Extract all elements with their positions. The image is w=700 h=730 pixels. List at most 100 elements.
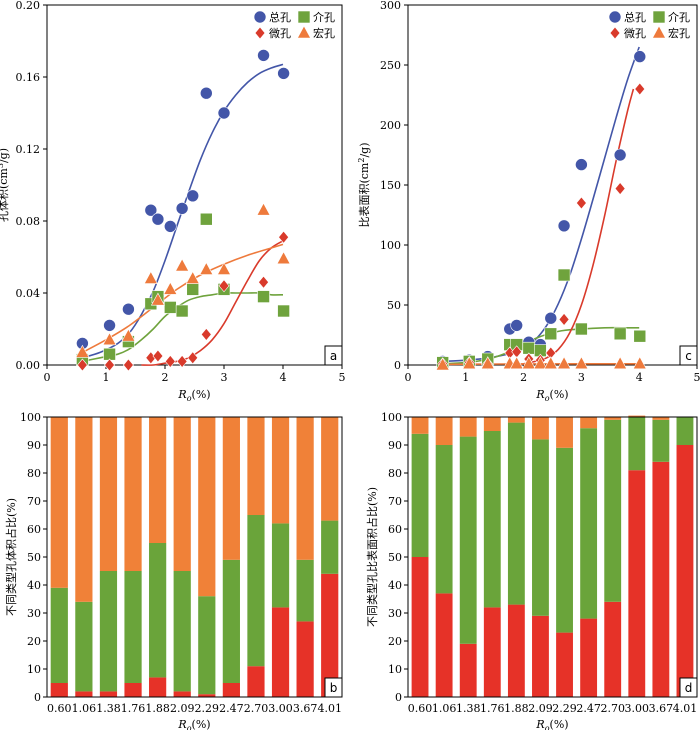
bar-segment-介孔: [222, 559, 240, 683]
legend-label: 介孔: [313, 11, 335, 24]
y-tick-label: 100: [20, 411, 41, 424]
bar-segment-介孔: [652, 419, 670, 462]
x-tick-label: 3.00: [268, 702, 293, 715]
bar-segment-微孔: [222, 683, 240, 697]
data-point-square: [277, 304, 290, 318]
y-tick-label: 0.20: [16, 0, 41, 12]
bar-segment-介孔: [247, 515, 265, 667]
bar-segment-宏孔: [556, 417, 573, 448]
legend-label: 总孔: [624, 10, 646, 24]
y-tick-label: 100: [380, 239, 401, 252]
x-axis-label: Ro(%): [177, 388, 210, 403]
y-tick-label: 50: [27, 551, 41, 564]
x-tick-label: 2.09: [528, 702, 553, 715]
data-point-diamond: [176, 354, 188, 368]
data-point-triangle: [521, 356, 536, 370]
legend-label: 微孔: [624, 26, 646, 40]
bar-segment-宏孔: [628, 415, 646, 417]
bar-segment-宏孔: [124, 417, 142, 571]
bar-segment-宏孔: [99, 417, 118, 571]
y-tick-label: 0: [34, 691, 41, 704]
data-point-triangle: [256, 202, 271, 216]
x-tick-label: 1.76: [121, 702, 146, 715]
y-tick-label: 20: [27, 635, 41, 648]
x-tick-label: 1.88: [145, 702, 170, 715]
bar-segment-介孔: [628, 417, 646, 471]
data-point-square: [557, 268, 571, 282]
bar-segment-介孔: [271, 523, 290, 608]
y-tick-label: 0.08: [16, 215, 41, 228]
bar-segment-介孔: [580, 428, 598, 619]
bar-segment-宏孔: [604, 417, 622, 420]
x-tick-label: 0.60: [47, 702, 72, 715]
x-tick-label: 1.76: [480, 702, 505, 715]
data-point-triangle: [613, 356, 628, 370]
data-point-circle: [217, 106, 231, 120]
x-tick-label: 1.88: [504, 702, 529, 715]
x-tick-label: 0: [405, 371, 412, 384]
y-tick-label: 80: [388, 467, 402, 480]
bar-segment-介孔: [676, 417, 694, 445]
y-tick-label: 20: [388, 635, 402, 648]
x-tick-label: 1: [103, 371, 110, 384]
data-point-circle: [277, 67, 290, 80]
stacked-bar-panel-b: 0.60 1.06 1.38 1.76 1.88 2.09 2.29 2.47 2.70 3.00…: [4, 411, 343, 730]
y-tick-label: 50: [388, 551, 402, 564]
data-point-circle: [103, 319, 116, 332]
y-tick-label: 90: [27, 439, 41, 452]
bar-segment-介孔: [435, 445, 453, 594]
x-tick-label: 4.01: [673, 702, 698, 715]
y-tick-label: 90: [388, 439, 402, 452]
y-tick-label: 30: [27, 607, 41, 620]
data-point-circle: [186, 189, 200, 203]
y-tick-label: 60: [388, 523, 402, 536]
bar-segment-介孔: [507, 422, 525, 605]
data-point-diamond: [200, 327, 212, 341]
data-point-diamond: [258, 275, 269, 289]
x-tick-label: 2.70: [244, 702, 269, 715]
bar-segment-宏孔: [50, 417, 68, 588]
x-axis-label: Ro(%): [177, 718, 210, 730]
x-tick-label: 2.29: [552, 702, 577, 715]
y-tick-label: 70: [27, 495, 41, 508]
bar-segment-微孔: [459, 643, 477, 697]
fit-curve-circle: [442, 46, 640, 363]
y-tick-label: 60: [27, 523, 41, 536]
legend-label: 宏孔: [668, 26, 690, 40]
bar-segment-微孔: [628, 470, 646, 697]
panel-label: a: [330, 349, 337, 363]
bar-segment-宏孔: [507, 417, 525, 423]
x-tick-label: 3.67: [649, 702, 674, 715]
bar-segment-微孔: [604, 601, 622, 697]
legend-marker: [296, 25, 312, 39]
bar-segment-宏孔: [411, 417, 429, 434]
data-point-triangle: [150, 292, 165, 306]
x-axis-label: Ro(%): [535, 718, 568, 730]
data-point-square: [175, 304, 189, 318]
bar-segment-宏孔: [321, 417, 339, 521]
y-tick-label: 10: [388, 663, 402, 676]
bar-segment-微孔: [435, 593, 453, 697]
bar-segment-微孔: [676, 445, 694, 697]
bar-segment-宏孔: [580, 417, 598, 429]
bar-segment-微孔: [124, 683, 142, 697]
y-axis-label: 孔体积(cm3/g): [0, 148, 10, 222]
legend-label: 总孔: [269, 10, 291, 24]
legend-marker: [651, 25, 667, 39]
x-tick-label: 2: [162, 371, 169, 384]
y-axis-label-text: 不同类型孔比表面积占比(%): [365, 487, 379, 627]
y-tick-label: 0.00: [16, 359, 41, 372]
y-tick-label: 250: [380, 59, 401, 72]
y-tick-label: 10: [27, 663, 41, 676]
legend-marker: [609, 26, 621, 40]
data-point-circle: [122, 302, 135, 316]
x-tick-label: 4: [280, 371, 287, 384]
fit-curve-triangle: [442, 362, 640, 366]
y-tick-label: 300: [380, 0, 401, 12]
data-point-diamond: [278, 230, 289, 244]
data-point-triangle: [175, 258, 190, 272]
data-point-circle: [633, 50, 647, 63]
data-point-diamond: [164, 354, 176, 368]
y-tick-label: 0: [395, 691, 402, 704]
bar-segment-微孔: [149, 677, 167, 697]
